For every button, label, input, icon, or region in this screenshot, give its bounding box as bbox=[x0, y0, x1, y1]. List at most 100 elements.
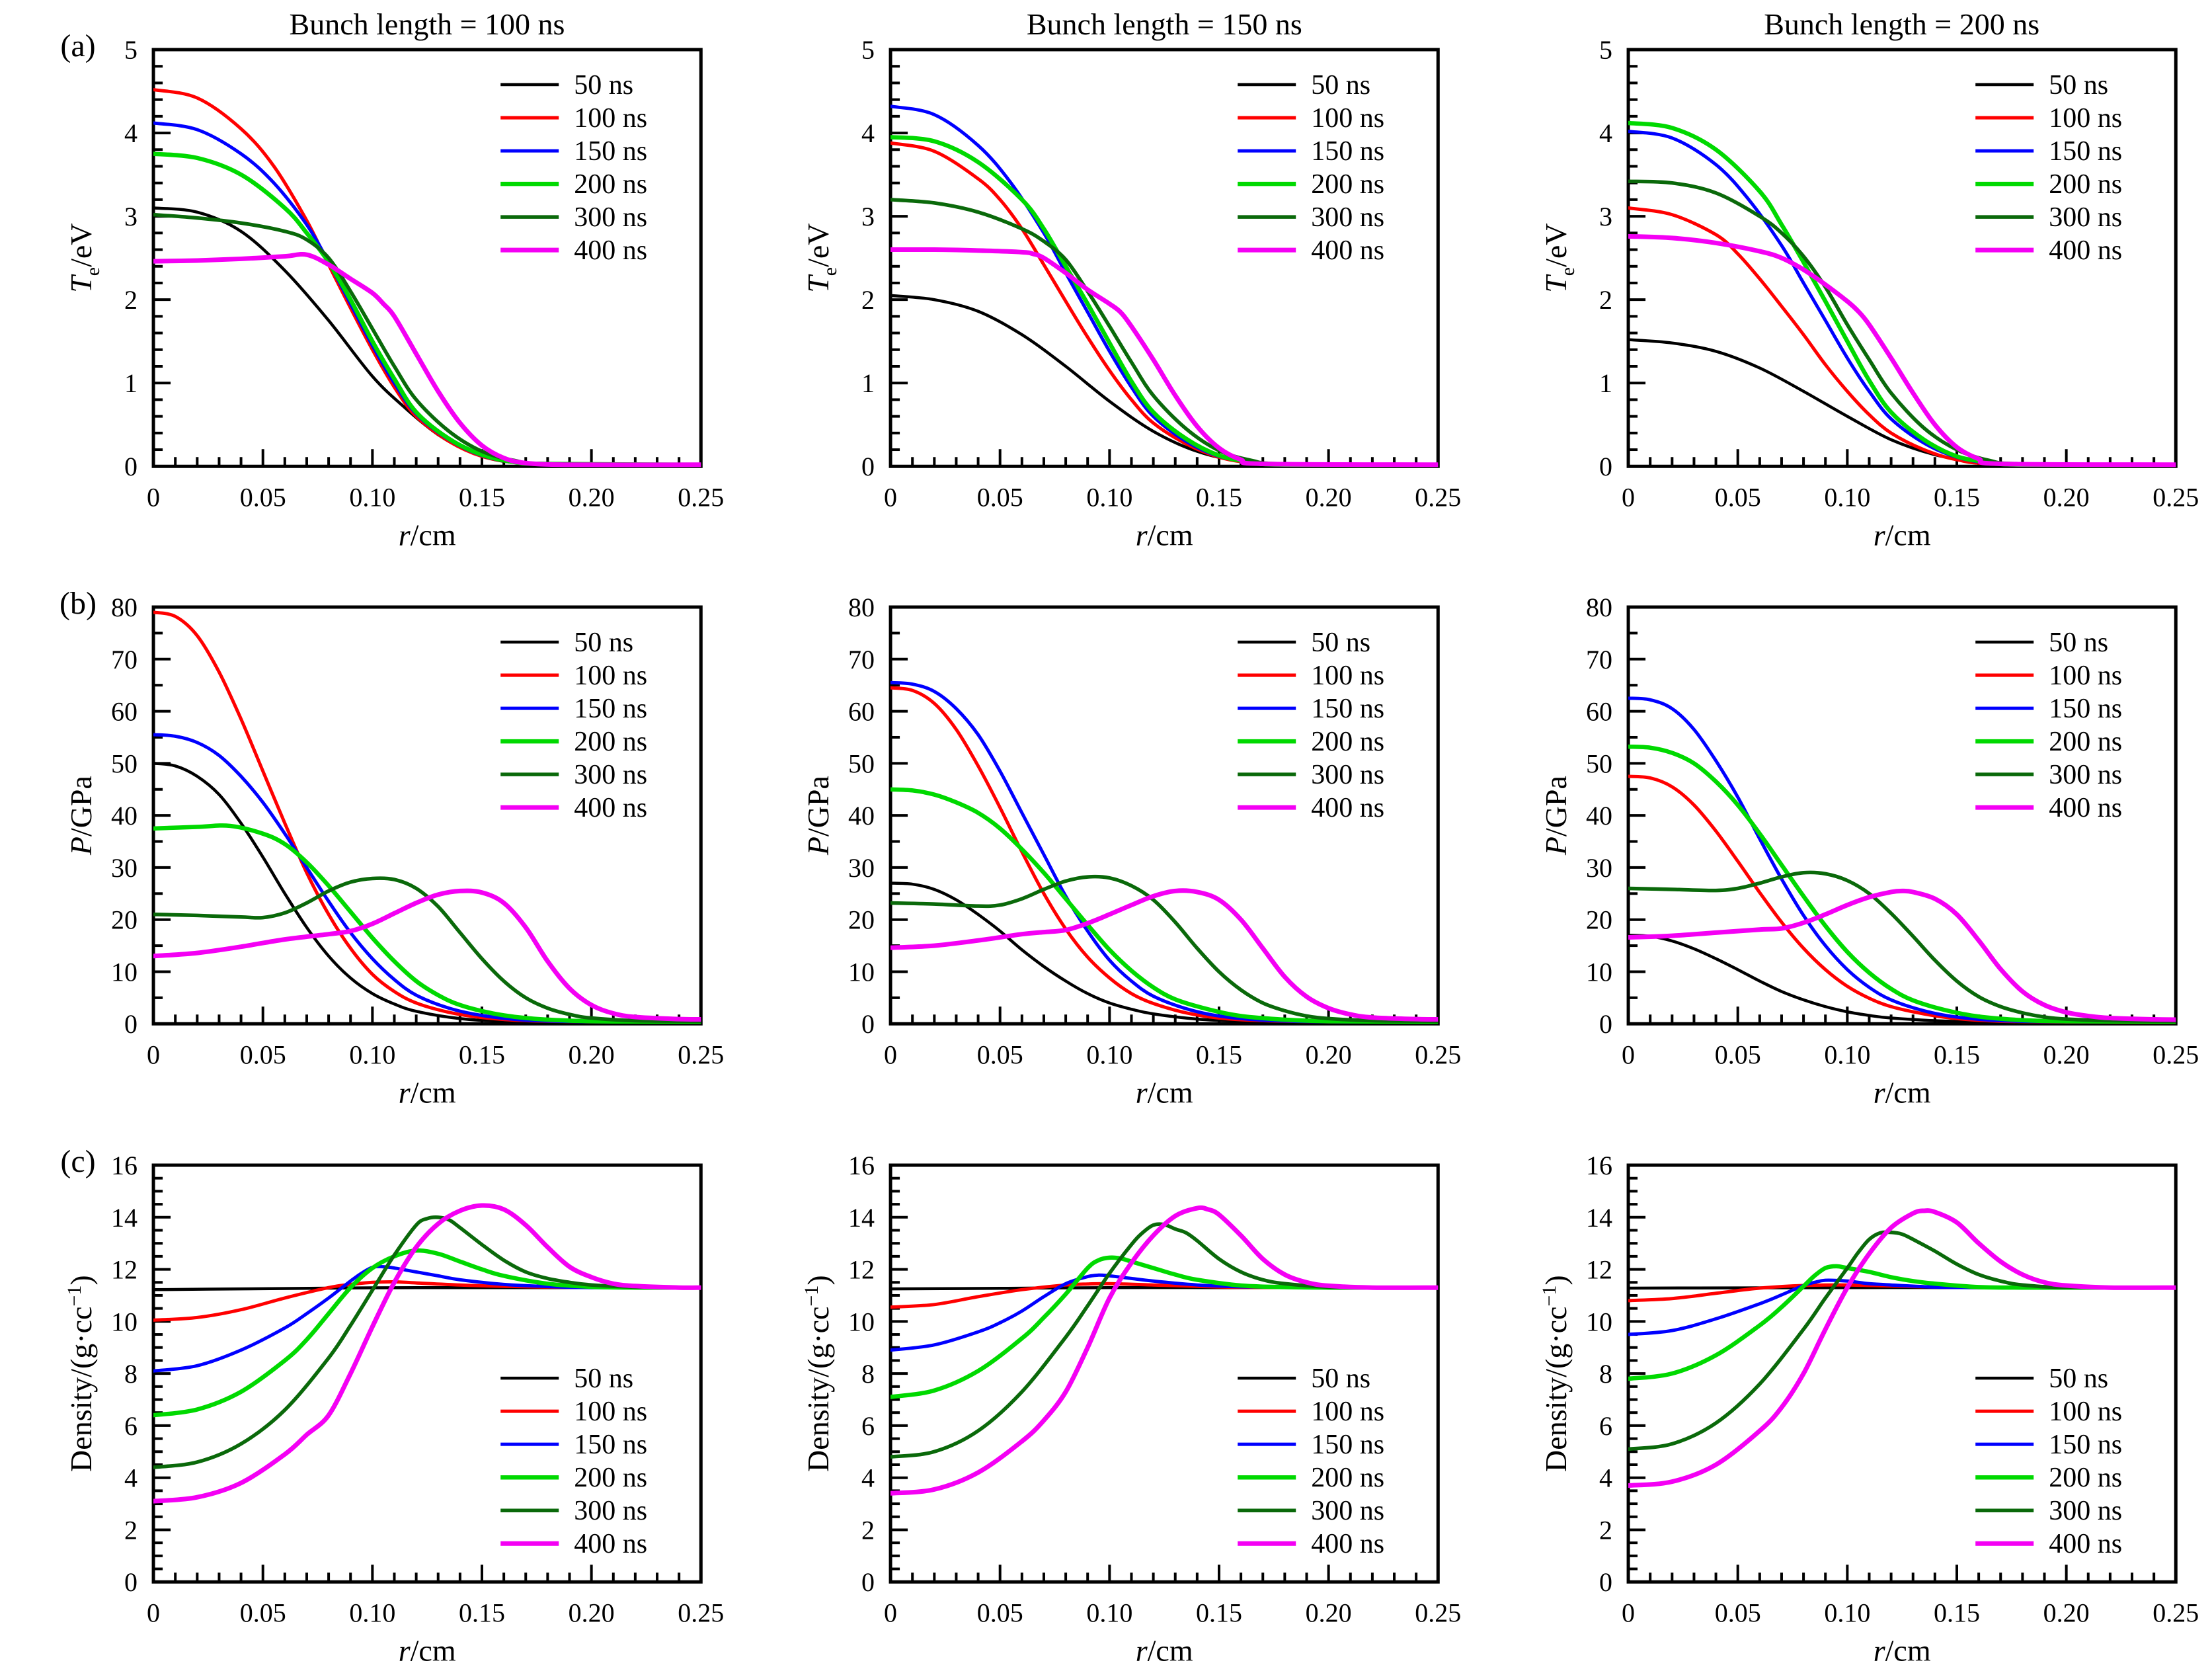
x-tick-label: 0.05 bbox=[1714, 1040, 1760, 1070]
x-tick-label: 0.10 bbox=[1087, 482, 1133, 512]
y-axis-label: Te/eV bbox=[64, 223, 104, 292]
y-tick-label: 2 bbox=[861, 285, 875, 315]
legend-label: 50 ns bbox=[2049, 1364, 2108, 1394]
legend-label: 50 ns bbox=[574, 628, 633, 658]
x-tick-label: 0.15 bbox=[1934, 1040, 1980, 1070]
y-axis: 0 1 2 3 4 5 bbox=[1599, 35, 1645, 481]
legend-entry-300ns: 300 ns bbox=[1975, 202, 2122, 233]
legend-entry-50ns: 50 ns bbox=[1975, 628, 2108, 658]
y-tick-label: 2 bbox=[124, 285, 138, 315]
y-tick-label: 60 bbox=[111, 697, 138, 727]
legend-label: 50 ns bbox=[1312, 628, 1371, 658]
y-tick-label: 10 bbox=[111, 958, 138, 987]
x-axis-label: r/cm bbox=[1136, 1633, 1193, 1667]
x-tick-label: 0 bbox=[147, 1598, 160, 1627]
y-axis: 0 2 4 6 8 10 12 14 16 bbox=[848, 1151, 908, 1597]
x-axis-label: r/cm bbox=[399, 518, 456, 551]
y-tick-label: 50 bbox=[1586, 749, 1612, 779]
y-tick-label: 6 bbox=[861, 1411, 875, 1441]
legend-entry-400ns: 400 ns bbox=[500, 1529, 647, 1559]
y-tick-label: 70 bbox=[1586, 645, 1612, 674]
legend-label: 400 ns bbox=[574, 235, 647, 266]
x-tick-label: 0.10 bbox=[1824, 482, 1870, 512]
curves bbox=[890, 681, 1439, 1024]
curve-400ns bbox=[1628, 1207, 2176, 1488]
y-tick-label: 6 bbox=[1599, 1411, 1612, 1441]
x-tick-label: 0.20 bbox=[2043, 1598, 2089, 1627]
x-tick-label: 0.15 bbox=[459, 1598, 505, 1627]
legend-entry-200ns: 200 ns bbox=[1975, 1463, 2122, 1493]
x-axis: 0 0.05 0.10 0.15 0.20 0.25 bbox=[884, 1006, 1462, 1070]
legend-label: 300 ns bbox=[574, 760, 647, 790]
y-tick-label: 1 bbox=[861, 368, 875, 398]
x-tick-label: 0.25 bbox=[2153, 1598, 2199, 1627]
y-axis-label: P/GPa bbox=[64, 776, 98, 856]
y-tick-label: 0 bbox=[861, 1567, 875, 1597]
legend-entry-200ns: 200 ns bbox=[500, 169, 647, 200]
curve-50ns bbox=[153, 762, 701, 1024]
legend-entry-150ns: 150 ns bbox=[1238, 136, 1384, 167]
legend-entry-50ns: 50 ns bbox=[500, 70, 633, 101]
x-axis-label: r/cm bbox=[399, 1076, 456, 1110]
chart-pressure-bunch100: 0 0.05 0.10 0.15 0.20 0.25 0 10 20 30 40 50 60 70 80 r/… bbox=[64, 592, 724, 1110]
y-tick-label: 6 bbox=[124, 1411, 138, 1441]
legend-label: 50 ns bbox=[2049, 70, 2108, 101]
y-tick-label: 70 bbox=[848, 645, 875, 674]
y-tick-label: 50 bbox=[848, 749, 875, 779]
legend-label: 50 ns bbox=[1312, 70, 1371, 101]
x-tick-label: 0.15 bbox=[1196, 1598, 1242, 1627]
chart-density-bunch100: 0 0.05 0.10 0.15 0.20 0.25 0 2 4 6 8 10 12 14 16 r/cm De… bbox=[63, 1151, 724, 1667]
y-tick-label: 5 bbox=[1599, 35, 1612, 65]
legend-label: 150 ns bbox=[2049, 136, 2122, 167]
legend-entry-200ns: 200 ns bbox=[500, 1463, 647, 1493]
y-tick-label: 50 bbox=[111, 749, 138, 779]
curves bbox=[890, 104, 1439, 468]
legend-entry-300ns: 300 ns bbox=[1975, 1496, 2122, 1526]
legend-label: 400 ns bbox=[2049, 793, 2122, 823]
legend-entry-400ns: 400 ns bbox=[1238, 1529, 1384, 1559]
column-title-bunch-150ns: Bunch length = 150 ns bbox=[1026, 7, 1302, 41]
y-tick-label: 0 bbox=[1599, 1010, 1612, 1040]
x-tick-label: 0.05 bbox=[240, 1040, 286, 1070]
legend-entry-50ns: 50 ns bbox=[1975, 70, 2108, 101]
y-tick-label: 3 bbox=[861, 202, 875, 231]
curve-300ns bbox=[153, 876, 701, 1024]
x-tick-label: 0.20 bbox=[2043, 1040, 2089, 1070]
x-tick-label: 0 bbox=[1622, 1040, 1635, 1070]
x-tick-label: 0.15 bbox=[459, 1040, 505, 1070]
legend-label: 200 ns bbox=[1312, 727, 1385, 757]
y-tick-label: 60 bbox=[848, 697, 875, 727]
plot-frame bbox=[889, 48, 1441, 468]
x-axis-label: r/cm bbox=[1873, 1633, 1930, 1667]
chart-pressure-bunch150: 0 0.05 0.10 0.15 0.20 0.25 0 10 20 30 40 50 60 70 80 r/… bbox=[801, 592, 1462, 1109]
y-tick-label: 4 bbox=[124, 118, 138, 148]
y-tick-label: 70 bbox=[111, 645, 138, 674]
y-tick-label: 12 bbox=[111, 1254, 138, 1284]
legend-label: 100 ns bbox=[1312, 103, 1385, 134]
y-tick-label: 30 bbox=[111, 853, 138, 883]
x-tick-label: 0.15 bbox=[1934, 482, 1980, 512]
legend-label: 300 ns bbox=[1312, 760, 1385, 790]
legend-label: 100 ns bbox=[574, 661, 647, 691]
legend-entry-300ns: 300 ns bbox=[500, 760, 647, 790]
legend-entry-100ns: 100 ns bbox=[500, 661, 647, 691]
curve-400ns bbox=[890, 888, 1439, 1022]
x-tick-label: 0.25 bbox=[1415, 482, 1462, 512]
chart-density-bunch200: 0 0.05 0.10 0.15 0.20 0.25 0 2 4 6 8 10 12 14 16 r/cm De… bbox=[1538, 1151, 2199, 1667]
y-tick-label: 10 bbox=[848, 1307, 875, 1336]
curves bbox=[1628, 120, 2176, 468]
x-tick-label: 0.10 bbox=[1087, 1040, 1133, 1070]
x-tick-label: 0.05 bbox=[240, 1598, 286, 1627]
y-tick-label: 2 bbox=[861, 1515, 875, 1545]
x-tick-label: 0.20 bbox=[1306, 1040, 1352, 1070]
x-tick-label: 0.25 bbox=[678, 1598, 724, 1627]
legend-label: 200 ns bbox=[1312, 169, 1385, 200]
legend-label: 100 ns bbox=[2049, 661, 2122, 691]
y-tick-label: 4 bbox=[861, 118, 875, 148]
legend-label: 100 ns bbox=[2049, 1397, 2122, 1427]
legend-label: 200 ns bbox=[574, 169, 647, 200]
y-tick-label: 30 bbox=[1586, 853, 1612, 883]
